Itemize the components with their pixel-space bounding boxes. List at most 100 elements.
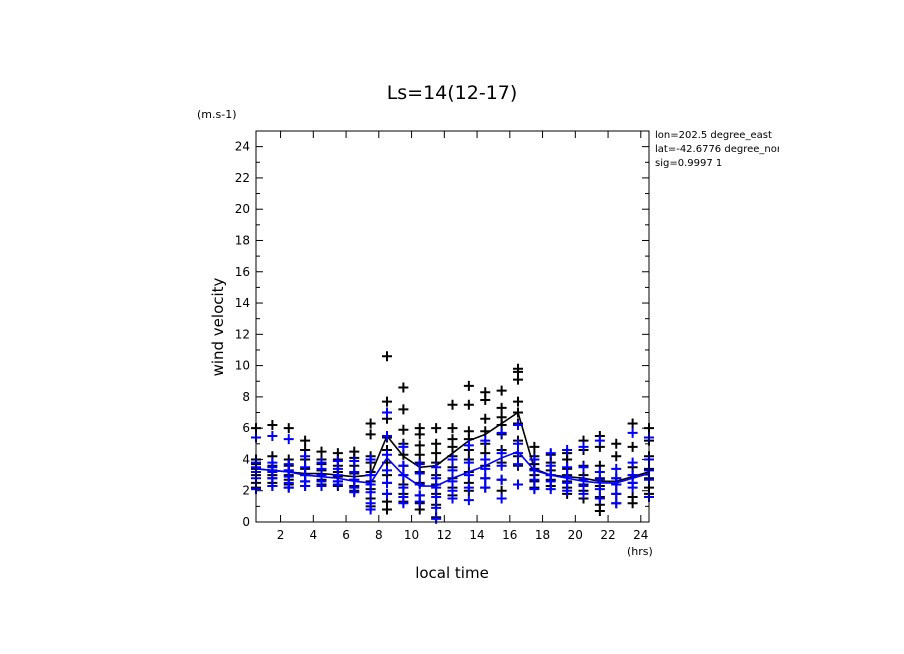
black-point: [365, 418, 376, 429]
blue-point: [447, 454, 458, 465]
blue-point: [562, 462, 573, 473]
blue-point: [627, 427, 638, 438]
black-point: [414, 440, 425, 451]
blue-point: [627, 482, 638, 493]
black-point: [365, 429, 376, 440]
x-tick-label: 4: [309, 528, 317, 542]
info-line-lon: lon=202.5 degree_east: [655, 130, 772, 141]
blue-point: [300, 451, 311, 462]
black-point: [382, 351, 392, 362]
x-tick-label: 14: [469, 528, 484, 542]
blue-point: [480, 454, 491, 465]
info-line-lat: lat=-42.6776 degree_north: [655, 144, 791, 155]
blue-point: [382, 488, 392, 499]
x-tick-label: 20: [568, 528, 583, 542]
x-tick-label: 8: [375, 528, 383, 542]
info-line-sig: sig=0.9997 1: [655, 158, 722, 169]
blue-point: [627, 457, 638, 468]
y-unit-label: (m.s-1): [197, 108, 237, 121]
blue-point: [463, 495, 474, 506]
y-tick-label: 22: [235, 171, 250, 185]
y-tick-label: 8: [242, 390, 250, 404]
blue-point: [496, 460, 507, 471]
blue-point: [382, 407, 392, 418]
blue-point: [529, 454, 540, 465]
black-point: [594, 506, 605, 517]
blue-point: [267, 481, 278, 492]
black-point: [611, 438, 622, 449]
x-tick-label: 16: [502, 528, 517, 542]
blue-point: [431, 502, 442, 513]
x-tick-label: 18: [535, 528, 550, 542]
black-point: [463, 399, 474, 410]
info-clip-mask: [779, 125, 904, 175]
blue-point: [283, 482, 294, 493]
x-tick-label: 22: [600, 528, 615, 542]
blue-point: [463, 482, 474, 493]
y-tick-label: 24: [235, 140, 250, 154]
blue-point: [496, 474, 507, 485]
black-point: [431, 438, 442, 449]
blue-point: [382, 477, 392, 488]
blue-point: [382, 430, 392, 441]
blue-point: [316, 481, 327, 492]
black-point: [627, 418, 638, 429]
blue-point: [496, 448, 507, 459]
blue-point: [529, 474, 540, 485]
blue-point: [365, 487, 376, 498]
blue-point: [611, 463, 622, 474]
black-point: [463, 380, 474, 391]
blue-point: [365, 470, 376, 481]
blue-point: [480, 482, 491, 493]
blue-point: [349, 456, 360, 467]
black-point: [496, 385, 507, 396]
blue-point: [447, 493, 458, 504]
blue-point: [496, 427, 507, 438]
blue-point: [431, 482, 442, 493]
black-point: [513, 396, 523, 407]
blue-point: [480, 473, 491, 484]
x-tick-label: 10: [404, 528, 419, 542]
y-tick-label: 6: [242, 421, 250, 435]
black-point: [431, 423, 442, 434]
y-tick-label: 4: [242, 452, 250, 466]
black-point: [300, 435, 311, 446]
black-point: [414, 429, 425, 440]
blue-point: [365, 454, 376, 465]
blue-point: [513, 479, 523, 490]
blue-point: [594, 484, 605, 495]
blue-point: [463, 457, 474, 468]
x-tick-label: 24: [633, 528, 648, 542]
blue-point: [365, 504, 376, 515]
blue-point: [332, 479, 343, 490]
blue-point: [463, 440, 474, 451]
blue-point: [431, 491, 442, 502]
y-axis-label: wind velocity: [209, 277, 227, 376]
blue-point: [414, 496, 425, 507]
y-tick-label: 20: [235, 202, 250, 216]
black-point: [627, 498, 638, 509]
blue-point: [480, 435, 491, 446]
y-tick-label: 16: [235, 265, 250, 279]
blue-point: [513, 420, 523, 431]
blue-point: [398, 441, 409, 452]
blue-point: [283, 434, 294, 445]
blue-point: [382, 465, 392, 476]
blue-point: [545, 484, 556, 495]
blue-point: [611, 479, 622, 490]
black-point: [447, 441, 458, 452]
y-tick-label: 12: [235, 327, 250, 341]
blue-point: [594, 493, 605, 504]
black-point: [431, 448, 442, 459]
black-point: [398, 424, 409, 435]
blue-point: [545, 460, 556, 471]
blue-point: [594, 435, 605, 446]
plot-frame: [255, 130, 650, 523]
black-point: [398, 382, 409, 393]
blue-point: [545, 448, 556, 459]
blue-point: [414, 459, 425, 470]
blue-point: [398, 460, 409, 471]
blue-point: [578, 462, 589, 473]
blue-point: [300, 481, 311, 492]
